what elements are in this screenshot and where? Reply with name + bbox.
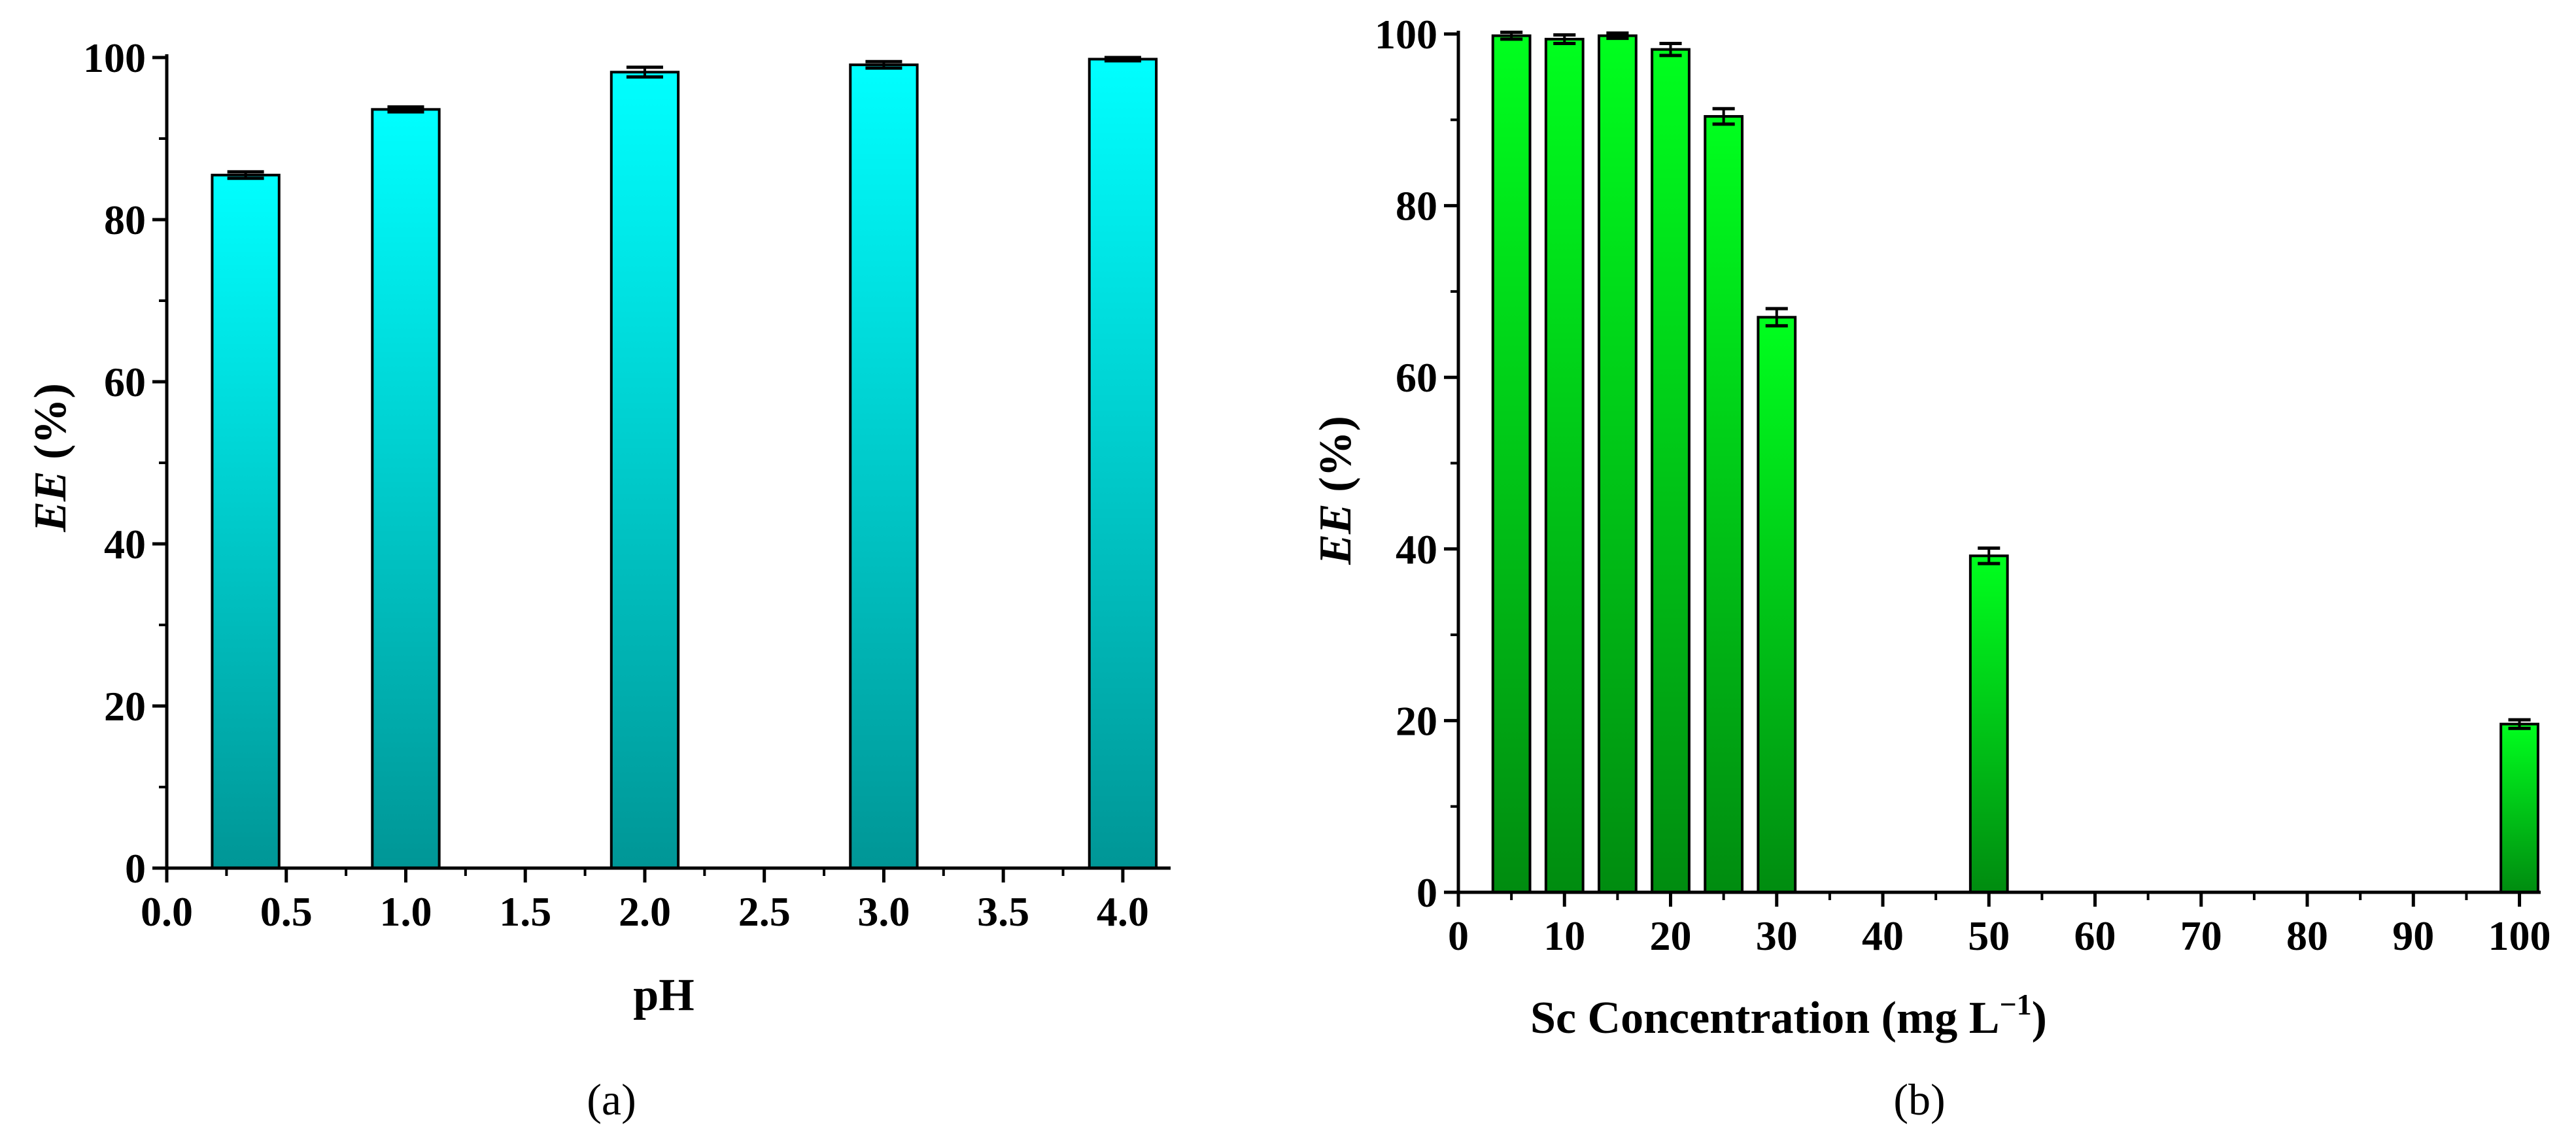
error-bar	[387, 105, 424, 114]
bar	[2499, 722, 2539, 894]
y-tick-label: 60	[104, 359, 146, 405]
error-bar	[1500, 30, 1523, 41]
bar	[1704, 115, 1744, 894]
error-bar	[227, 170, 264, 180]
y-tick-label: 20	[104, 683, 146, 730]
bar	[1491, 34, 1532, 894]
y-tick-label: 40	[104, 521, 146, 567]
bar	[1968, 554, 2009, 894]
x-tick-label: 80	[2286, 913, 2328, 959]
panel-label-b: (b)	[1893, 1075, 1945, 1124]
x-tick-label: 50	[1968, 913, 2010, 959]
bar	[1651, 48, 1691, 894]
error-bar	[2508, 718, 2531, 730]
y-tick-label: 0	[125, 845, 146, 892]
panel-label-a: (a)	[587, 1075, 636, 1124]
x-tick-label: 3.5	[977, 888, 1029, 935]
axes: 0 20 40 60 80 100 0 10 20 30 40 50 60 70 80 90 100	[1375, 11, 2551, 959]
x-tick-label: 10	[1543, 913, 1585, 959]
error-bar	[1659, 41, 1682, 58]
x-axis-title: pH	[633, 970, 694, 1020]
bar	[610, 71, 680, 870]
bar	[1757, 316, 1797, 894]
x-tick-label: 3.0	[857, 888, 910, 935]
x-tick-label: 1.5	[499, 888, 551, 935]
error-bar	[865, 59, 902, 70]
y-tick-label: 80	[104, 197, 146, 243]
bar	[371, 108, 441, 870]
x-tick-label: 4.0	[1097, 888, 1149, 935]
bars-series	[211, 56, 1158, 870]
bar	[1597, 34, 1638, 894]
y-axis-title: EE (%)	[26, 383, 76, 533]
x-tick-label: 1.0	[379, 888, 432, 935]
y-tick-label: 80	[1396, 183, 1437, 229]
error-bar	[1978, 546, 2001, 565]
bar	[849, 63, 919, 869]
x-tick-label: 90	[2392, 913, 2434, 959]
x-tick-label: 0	[1448, 913, 1469, 959]
x-tick-label: 40	[1862, 913, 1904, 959]
y-axis-title: EE (%)	[1311, 416, 1361, 565]
chart-panel-b: 0 20 40 60 80 100 0 10 20 30 40 50 60 70 80 90 100 Sc Co…	[1311, 11, 2551, 1124]
y-tick-label: 100	[1375, 11, 1437, 58]
error-bar	[1712, 107, 1735, 126]
x-tick-label: 70	[2180, 913, 2222, 959]
x-axis-title: Sc Concentration (mg L−1)	[1530, 988, 2047, 1043]
x-tick-label: 30	[1756, 913, 1798, 959]
x-tick-label: 0.0	[141, 888, 193, 935]
bar	[1544, 37, 1585, 894]
x-tick-label: 2.0	[619, 888, 671, 935]
axes: 0 20 40 60 80 100 0.0 0.5 1.0 1.5 2.0 2.5 3.0 3.5 4.0	[83, 35, 1171, 935]
x-tick-label: 100	[2488, 913, 2551, 959]
error-bar	[1606, 31, 1629, 41]
y-tick-label: 60	[1396, 354, 1437, 401]
x-tick-label: 20	[1650, 913, 1692, 959]
bar	[1088, 58, 1158, 870]
bar	[211, 173, 281, 869]
error-bar	[1765, 307, 1788, 327]
x-tick-label: 60	[2074, 913, 2116, 959]
y-tick-label: 40	[1396, 526, 1437, 573]
y-tick-label: 0	[1417, 869, 1437, 916]
y-tick-label: 100	[83, 35, 146, 81]
bars-series	[1491, 30, 2539, 894]
error-bar	[1104, 56, 1141, 63]
x-tick-label: 2.5	[738, 888, 791, 935]
x-tick-label: 0.5	[260, 888, 313, 935]
error-bar	[626, 65, 663, 79]
error-bar	[1553, 33, 1576, 45]
y-tick-label: 20	[1396, 697, 1437, 744]
